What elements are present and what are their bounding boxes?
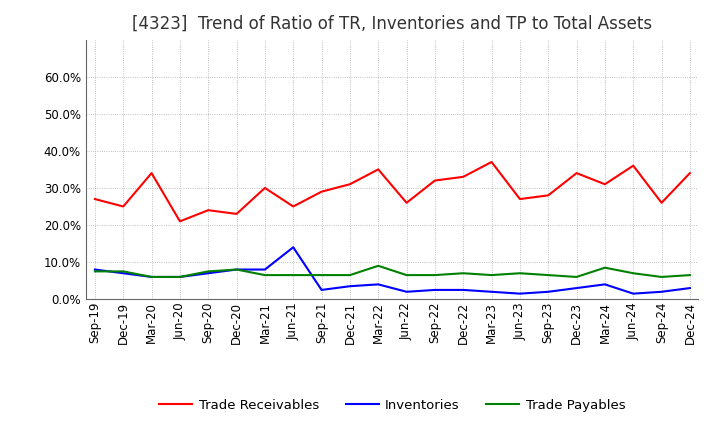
Trade Receivables bbox=[600, 182, 609, 187]
Trade Payables bbox=[516, 271, 524, 276]
Trade Receivables bbox=[629, 163, 637, 169]
Inventories bbox=[176, 274, 184, 279]
Trade Receivables bbox=[148, 170, 156, 176]
Trade Payables bbox=[600, 265, 609, 270]
Trade Receivables bbox=[204, 208, 212, 213]
Inventories bbox=[431, 287, 439, 293]
Inventories bbox=[629, 291, 637, 296]
Inventories bbox=[119, 271, 127, 276]
Inventories bbox=[402, 289, 411, 294]
Line: Inventories: Inventories bbox=[95, 247, 690, 293]
Trade Receivables bbox=[289, 204, 297, 209]
Trade Receivables bbox=[459, 174, 467, 180]
Inventories bbox=[459, 287, 467, 293]
Inventories bbox=[487, 289, 496, 294]
Trade Payables bbox=[402, 272, 411, 278]
Trade Receivables bbox=[91, 196, 99, 202]
Inventories bbox=[204, 271, 212, 276]
Trade Receivables bbox=[431, 178, 439, 183]
Trade Receivables bbox=[374, 167, 382, 172]
Trade Receivables bbox=[544, 193, 552, 198]
Trade Receivables bbox=[176, 219, 184, 224]
Trade Payables bbox=[261, 272, 269, 278]
Trade Receivables bbox=[487, 159, 496, 165]
Trade Payables bbox=[487, 272, 496, 278]
Trade Payables bbox=[629, 271, 637, 276]
Trade Payables bbox=[374, 263, 382, 268]
Inventories bbox=[572, 286, 581, 291]
Title: [4323]  Trend of Ratio of TR, Inventories and TP to Total Assets: [4323] Trend of Ratio of TR, Inventories… bbox=[132, 15, 652, 33]
Trade Payables bbox=[91, 269, 99, 274]
Trade Payables bbox=[459, 271, 467, 276]
Inventories bbox=[600, 282, 609, 287]
Trade Receivables bbox=[685, 170, 694, 176]
Inventories bbox=[261, 267, 269, 272]
Trade Receivables bbox=[346, 182, 354, 187]
Trade Receivables bbox=[657, 200, 666, 205]
Trade Payables bbox=[431, 272, 439, 278]
Trade Receivables bbox=[261, 185, 269, 191]
Trade Receivables bbox=[572, 170, 581, 176]
Trade Receivables bbox=[119, 204, 127, 209]
Line: Trade Receivables: Trade Receivables bbox=[95, 162, 690, 221]
Inventories bbox=[685, 286, 694, 291]
Trade Payables bbox=[176, 274, 184, 279]
Trade Payables bbox=[346, 272, 354, 278]
Inventories bbox=[233, 267, 241, 272]
Inventories bbox=[516, 291, 524, 296]
Inventories bbox=[544, 289, 552, 294]
Inventories bbox=[657, 289, 666, 294]
Inventories bbox=[289, 245, 297, 250]
Legend: Trade Receivables, Inventories, Trade Payables: Trade Receivables, Inventories, Trade Pa… bbox=[154, 394, 631, 417]
Inventories bbox=[374, 282, 382, 287]
Trade Payables bbox=[204, 269, 212, 274]
Trade Receivables bbox=[516, 196, 524, 202]
Inventories bbox=[148, 274, 156, 279]
Trade Payables bbox=[289, 272, 297, 278]
Line: Trade Payables: Trade Payables bbox=[95, 266, 690, 277]
Inventories bbox=[346, 284, 354, 289]
Trade Payables bbox=[657, 274, 666, 279]
Trade Receivables bbox=[402, 200, 411, 205]
Trade Receivables bbox=[318, 189, 326, 194]
Trade Payables bbox=[544, 272, 552, 278]
Trade Payables bbox=[119, 269, 127, 274]
Trade Receivables bbox=[233, 211, 241, 216]
Trade Payables bbox=[685, 272, 694, 278]
Trade Payables bbox=[572, 274, 581, 279]
Inventories bbox=[91, 267, 99, 272]
Trade Payables bbox=[318, 272, 326, 278]
Trade Payables bbox=[233, 267, 241, 272]
Inventories bbox=[318, 287, 326, 293]
Trade Payables bbox=[148, 274, 156, 279]
